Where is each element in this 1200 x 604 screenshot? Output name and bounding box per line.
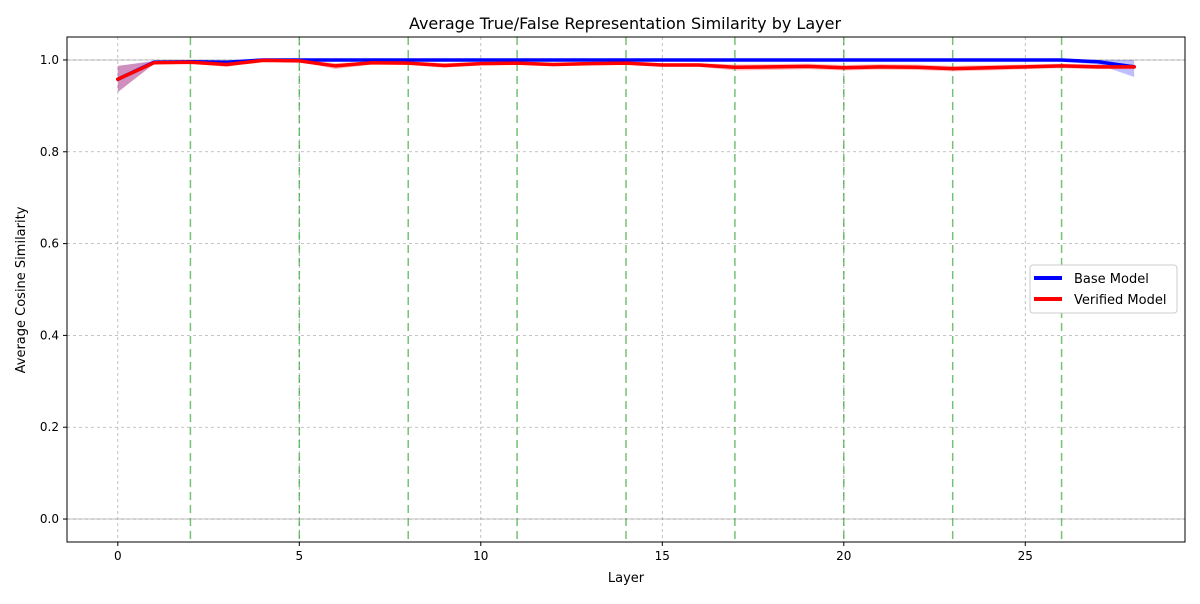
- legend-label-verified: Verified Model: [1074, 293, 1166, 308]
- y-tick-label: 0.4: [40, 328, 59, 342]
- x-tick-label: 5: [295, 549, 303, 563]
- x-tick-label: 10: [473, 549, 488, 563]
- x-tick-label: 20: [836, 549, 851, 563]
- tick-layer: 0 5 10 15 20 25 0.0 0.2 0.4 0.6 0.8 1.0: [40, 53, 1033, 563]
- x-tick-label: 15: [655, 549, 670, 563]
- legend-label-base: Base Model: [1074, 272, 1149, 287]
- y-axis-label: Average Cosine Similarity: [14, 206, 29, 373]
- y-tick-label: 0.0: [40, 512, 59, 526]
- series-line-1: [116, 58, 1136, 81]
- y-tick-label: 0.6: [40, 237, 59, 251]
- x-axis-label: Layer: [608, 571, 645, 586]
- line-layer: [116, 58, 1136, 81]
- y-tick-label: 0.8: [40, 145, 59, 159]
- legend: Base Model Verified Model: [1029, 264, 1178, 314]
- chart-title: Average True/False Representation Simila…: [409, 14, 841, 33]
- plot-frame: [66, 36, 1186, 543]
- x-tick-label: 25: [1018, 549, 1033, 563]
- marker-layer: [189, 37, 1063, 542]
- legend-box: [1029, 264, 1178, 314]
- x-tick-label: 0: [114, 549, 122, 563]
- y-tick-label: 0.2: [40, 420, 59, 434]
- y-tick-label: 1.0: [40, 53, 59, 67]
